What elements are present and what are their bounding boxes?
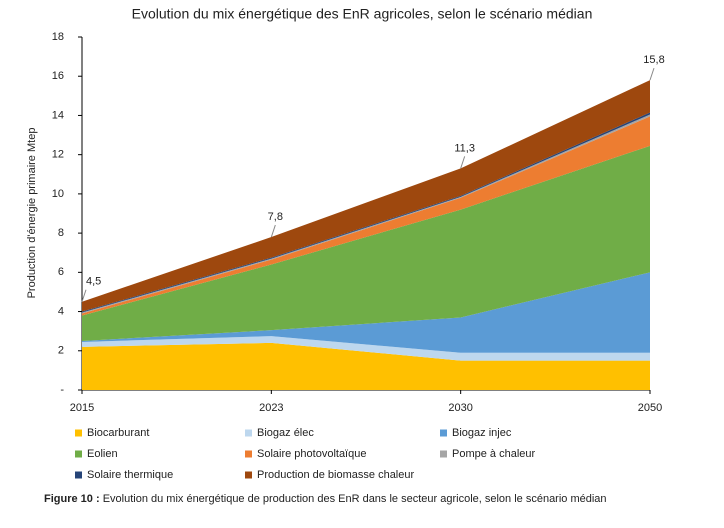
total-leader <box>270 224 276 238</box>
caption-label: Figure 10 : <box>44 493 100 505</box>
area <box>82 80 650 312</box>
total-label: 11,3 <box>454 142 475 154</box>
legend-swatch <box>75 450 82 458</box>
legend-label: Solaire photovoltaïque <box>257 448 366 460</box>
total-leader <box>649 67 655 81</box>
chart-title: Evolution du mix énergétique des EnR agr… <box>132 6 593 22</box>
total-label: 7,8 <box>268 211 283 223</box>
y-axis-title: Production d'énergie primaire Mtep <box>26 128 38 299</box>
legend-label: Pompe à chaleur <box>452 448 535 460</box>
x-tick-label: 2030 <box>448 402 472 414</box>
total-leader <box>81 289 87 302</box>
legend-label: Solaire thermique <box>87 469 173 481</box>
x-tick-label: 2015 <box>70 402 94 414</box>
legend-swatch <box>245 429 252 437</box>
total-leader <box>460 156 466 169</box>
total-label: 4,5 <box>86 276 101 288</box>
caption: Figure 10 : Evolution du mix énergétique… <box>44 493 607 505</box>
legend-label: Biogaz injec <box>452 427 512 439</box>
y-tick-label: 12 <box>52 149 64 161</box>
y-tick-label: 2 <box>58 345 64 357</box>
area <box>82 145 650 341</box>
y-tick-label: 16 <box>52 70 64 82</box>
legend-label: Eolien <box>87 448 118 460</box>
area <box>82 272 650 353</box>
legend-label: Production de biomasse chaleur <box>257 469 414 481</box>
area <box>82 336 650 361</box>
x-tick-label: 2023 <box>259 402 283 414</box>
y-tick-label: 18 <box>52 31 64 43</box>
legend-swatch <box>245 450 252 458</box>
legend-swatch <box>75 429 82 437</box>
legend-label: Biogaz élec <box>257 427 314 439</box>
y-tick-label: 6 <box>58 266 64 278</box>
caption-text: Evolution du mix énergétique de producti… <box>103 493 607 505</box>
legend-swatch <box>440 429 447 437</box>
area <box>82 342 650 390</box>
y-tick-label: 8 <box>58 227 64 239</box>
legend-label: Biocarburant <box>87 427 149 439</box>
legend-swatch <box>440 450 447 458</box>
legend-swatch <box>245 471 252 479</box>
total-label: 15,8 <box>643 54 664 66</box>
x-tick-label: 2050 <box>638 402 662 414</box>
y-tick-label: 14 <box>52 109 64 121</box>
y-tick-label: 10 <box>52 188 64 200</box>
legend-swatch <box>75 471 82 479</box>
y-tick-label: 4 <box>58 305 64 317</box>
y-tick-label: - <box>60 384 64 396</box>
